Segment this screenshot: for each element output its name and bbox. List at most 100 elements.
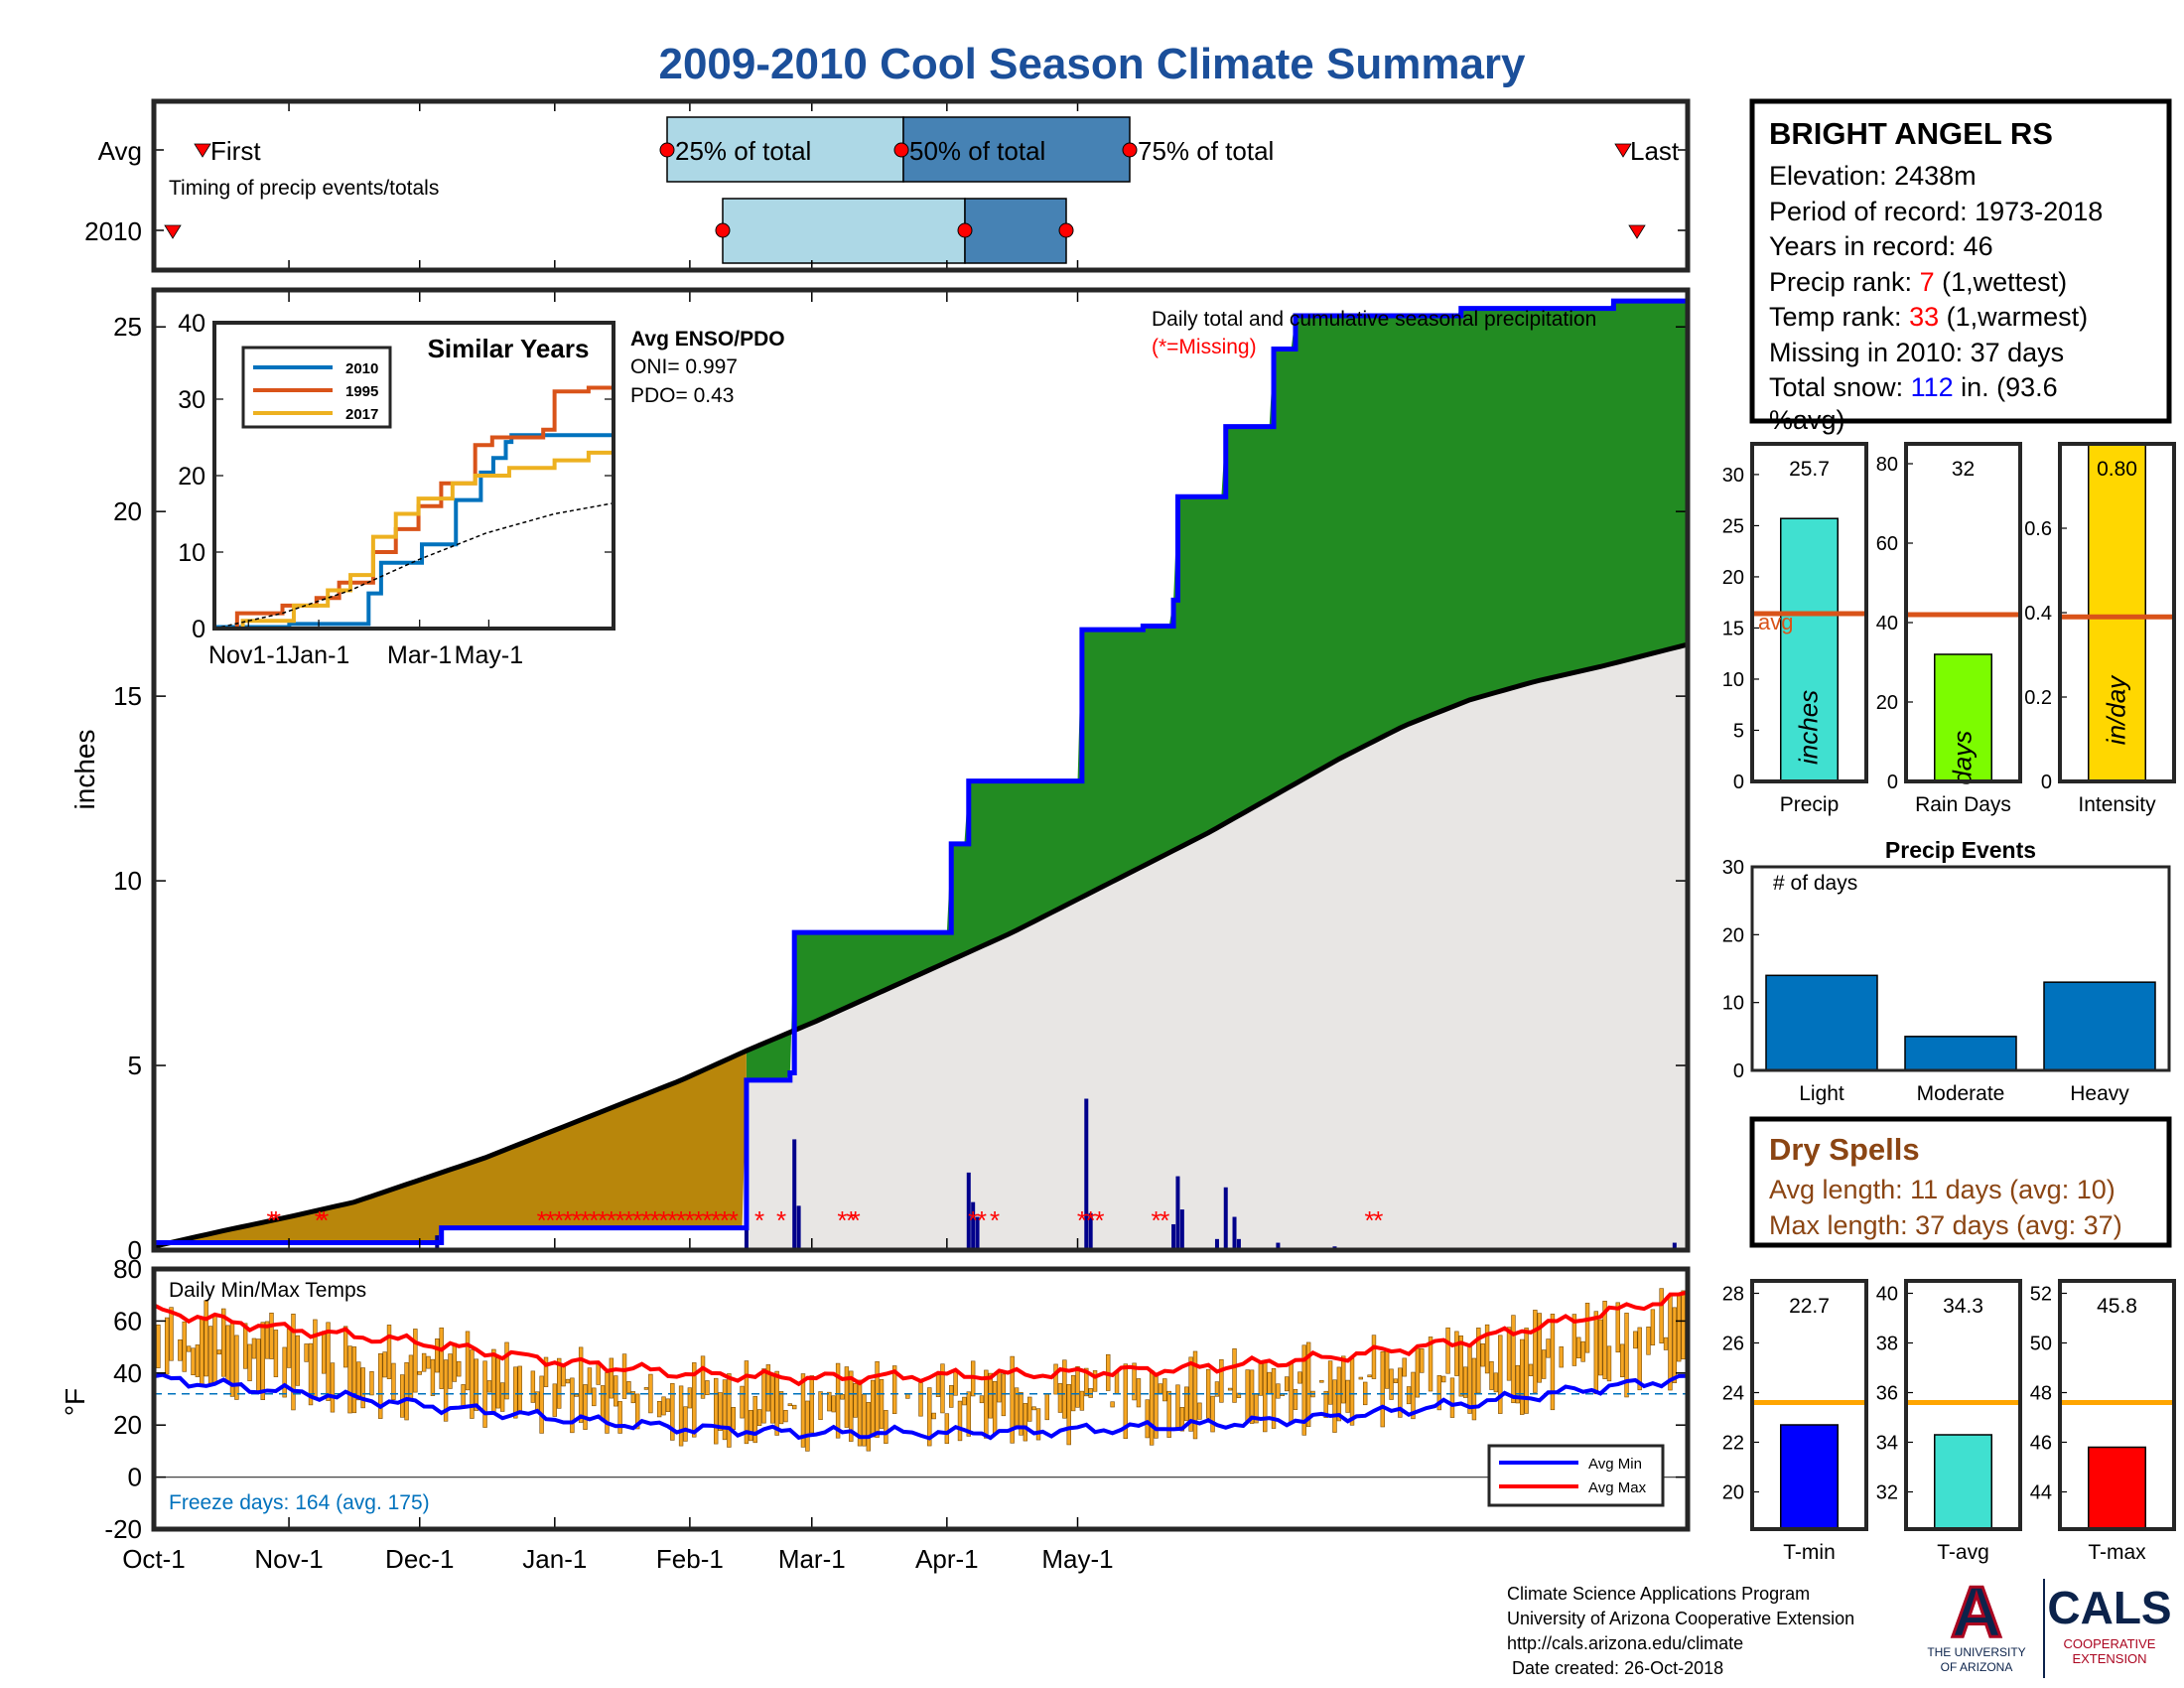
ua-logo-plate — [1948, 1579, 2005, 1640]
daily-temp-bar — [513, 1366, 518, 1419]
daily-temp-bar — [1044, 1393, 1049, 1421]
daily-temp-bar — [1541, 1349, 1547, 1379]
month-label: Dec-1 — [385, 1544, 454, 1574]
daily-temp-bar — [570, 1377, 575, 1434]
daily-temp-bar — [1524, 1328, 1529, 1414]
daily-temp-bar — [617, 1401, 622, 1434]
daily-temp-bar — [1411, 1371, 1416, 1420]
timing-frame — [151, 98, 1691, 273]
daily-temp-bar — [256, 1338, 261, 1392]
daily-temp-bar — [1441, 1375, 1446, 1383]
deficit-area — [154, 1051, 747, 1250]
daily-temp-bar — [1624, 1313, 1629, 1398]
daily-temp-bar — [1371, 1335, 1377, 1379]
daily-temp-bar — [186, 1345, 192, 1352]
daily-temp-bar — [953, 1369, 958, 1396]
daily-temp-bar — [247, 1343, 252, 1382]
daily-temp-bar — [927, 1387, 932, 1447]
temp-summary-ytick-label: 50 — [2030, 1334, 2052, 1355]
daily-temp-bar — [1471, 1357, 1477, 1421]
legend-label-avg-max: Avg Max — [1588, 1479, 1647, 1496]
inset-series-lines — [214, 383, 614, 629]
precip-events-bar-light — [1765, 974, 1878, 1071]
daily-temp-bar — [517, 1365, 522, 1415]
missing-marker: * — [676, 1205, 686, 1235]
daily-temp-bar — [1462, 1366, 1468, 1398]
precip-frame — [151, 287, 1691, 1253]
precip-summary-ytick-label: 30 — [1722, 465, 1744, 487]
daily-temp-bar — [204, 1300, 208, 1377]
daily-temp-bar — [774, 1370, 779, 1436]
daily-temp-bar — [1576, 1336, 1581, 1358]
precip-events-bars: Light Moderate Heavy 0 10 20 30 — [1722, 857, 2156, 1105]
ua-logo-line1: THE UNIVERSITY — [1927, 1645, 2025, 1659]
cumulative-precip-chart: ** ** *********************** * * *** ** * *** **… — [69, 287, 1691, 1265]
daily-temp-bar — [1533, 1310, 1538, 1393]
timing-row-label-2010: 2010 — [84, 216, 142, 246]
missing-marker: * — [615, 1205, 625, 1235]
legend-label-1995: 1995 — [345, 383, 378, 400]
precip-summary-ytick-label: 5 — [1733, 720, 1744, 742]
inset-line-2010 — [214, 432, 614, 629]
daily-temp-bar — [356, 1361, 361, 1401]
daily-temp-bar — [1681, 1290, 1686, 1360]
university-of-arizona-logo: A THE UNIVERSITY OF ARIZONA — [1927, 1572, 2025, 1675]
daily-precip-bar — [796, 1205, 801, 1250]
daily-temp-bar — [386, 1325, 392, 1379]
timing-avg-q25-marker — [659, 142, 675, 158]
temp-summary-ytick-label: 38 — [1876, 1334, 1898, 1355]
daily-temp-bar — [744, 1360, 750, 1445]
temp-summary-ytick-label: 20 — [1722, 1482, 1744, 1504]
precip-summary-ytick-label: 0.6 — [2024, 518, 2052, 540]
inset-xtick-label: Nov1-1 — [208, 641, 289, 669]
daily-temp-bar — [692, 1362, 697, 1438]
missing-marker: * — [1094, 1205, 1104, 1235]
daily-temp-bar — [1110, 1401, 1115, 1408]
precip-summary-ytick-label: 20 — [1876, 692, 1898, 714]
temp-summary-ytick-label: 46 — [2030, 1433, 2052, 1455]
precip-summary-ytick-label: 0 — [1887, 772, 1898, 793]
temp-summary-ytick-label: 44 — [2030, 1482, 2052, 1504]
timing-caption: Timing of precip events/totals — [169, 177, 439, 200]
daily-temp-bar — [1227, 1387, 1233, 1391]
daily-temp-bar — [656, 1401, 662, 1418]
daily-temp-bar — [191, 1347, 196, 1376]
surplus-area — [746, 301, 1688, 1080]
daily-temp-bar — [670, 1383, 675, 1441]
daily-temp-bar — [556, 1357, 562, 1409]
daily-temp-bar — [499, 1382, 505, 1412]
station-info-frame — [1749, 98, 2172, 424]
precip-rank-suffix: (1,wettest) — [1935, 267, 2068, 297]
timing-2010-first-marker — [164, 224, 182, 239]
daily-temp-bar — [1559, 1346, 1564, 1368]
daily-temp-bar — [1319, 1379, 1324, 1383]
daily-temp-bar — [200, 1317, 205, 1386]
enso-oni: ONI= 0.997 — [630, 355, 738, 378]
daily-temp-bar — [404, 1361, 409, 1421]
daily-temp-bar — [156, 1324, 161, 1368]
daily-temp-bar — [583, 1384, 588, 1430]
daily-temp-bar — [1384, 1350, 1390, 1389]
precip-summary-ytick-label: 20 — [1722, 567, 1744, 589]
daily-temp-bar — [1358, 1376, 1364, 1380]
missing-marker: * — [650, 1205, 660, 1235]
daily-temp-bar — [957, 1400, 963, 1442]
avg-max-line — [154, 1290, 1688, 1387]
daily-temp-bar — [1672, 1307, 1678, 1383]
daily-temp-bar — [770, 1372, 775, 1424]
daily-temp-bar — [1584, 1303, 1590, 1353]
daily-temp-bar — [1145, 1399, 1150, 1439]
precip-events-ytick-label: 20 — [1722, 924, 1744, 946]
daily-temp-bar — [1293, 1388, 1298, 1410]
daily-temp-bar — [426, 1355, 431, 1369]
daily-temp-bar — [1031, 1406, 1036, 1411]
precip-summary-ytick-label: 15 — [1722, 618, 1744, 639]
daily-temp-bar — [495, 1357, 500, 1409]
precip-rank-prefix: Precip rank: — [1769, 267, 1920, 297]
daily-temp-bar — [1489, 1360, 1494, 1390]
cals-logo: CALS COOPERATIVE EXTENSION — [2047, 1582, 2171, 1666]
missing-marker: * — [598, 1205, 608, 1235]
precip-events-title: Precip Events — [1885, 837, 2036, 863]
daily-temp-bar — [752, 1395, 757, 1444]
daily-precip-bar — [1088, 1212, 1093, 1250]
